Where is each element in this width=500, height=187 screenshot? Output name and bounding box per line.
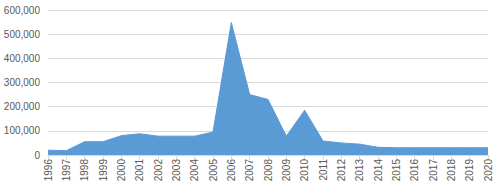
svg-text:2002: 2002	[153, 159, 164, 182]
svg-text:2019: 2019	[464, 159, 475, 182]
svg-text:2012: 2012	[336, 159, 347, 182]
svg-text:2010: 2010	[299, 159, 310, 182]
svg-text:200,000: 200,000	[4, 101, 41, 112]
svg-text:2004: 2004	[189, 159, 200, 182]
svg-text:2014: 2014	[373, 159, 384, 182]
svg-text:2007: 2007	[244, 159, 255, 182]
svg-text:300,000: 300,000	[4, 77, 41, 88]
svg-text:1999: 1999	[98, 159, 109, 182]
svg-text:600,000: 600,000	[4, 5, 41, 16]
svg-text:2008: 2008	[263, 159, 274, 182]
svg-text:2015: 2015	[391, 159, 402, 182]
svg-text:2001: 2001	[134, 159, 145, 182]
svg-text:2020: 2020	[483, 159, 494, 182]
svg-text:2011: 2011	[318, 159, 329, 181]
svg-text:1996: 1996	[43, 159, 54, 182]
svg-text:2013: 2013	[354, 159, 365, 182]
svg-text:0: 0	[34, 150, 40, 161]
svg-text:2006: 2006	[226, 159, 237, 182]
svg-text:100,000: 100,000	[4, 125, 41, 136]
svg-text:2016: 2016	[409, 159, 420, 182]
svg-text:2018: 2018	[446, 159, 457, 182]
svg-text:2000: 2000	[116, 159, 127, 182]
svg-text:500,000: 500,000	[4, 29, 41, 40]
svg-text:2017: 2017	[428, 159, 439, 182]
svg-text:2003: 2003	[171, 159, 182, 182]
svg-text:2005: 2005	[208, 159, 219, 182]
svg-text:1997: 1997	[61, 159, 72, 182]
svg-text:1998: 1998	[79, 159, 90, 182]
svg-text:400,000: 400,000	[4, 53, 41, 64]
svg-text:2009: 2009	[281, 159, 292, 182]
